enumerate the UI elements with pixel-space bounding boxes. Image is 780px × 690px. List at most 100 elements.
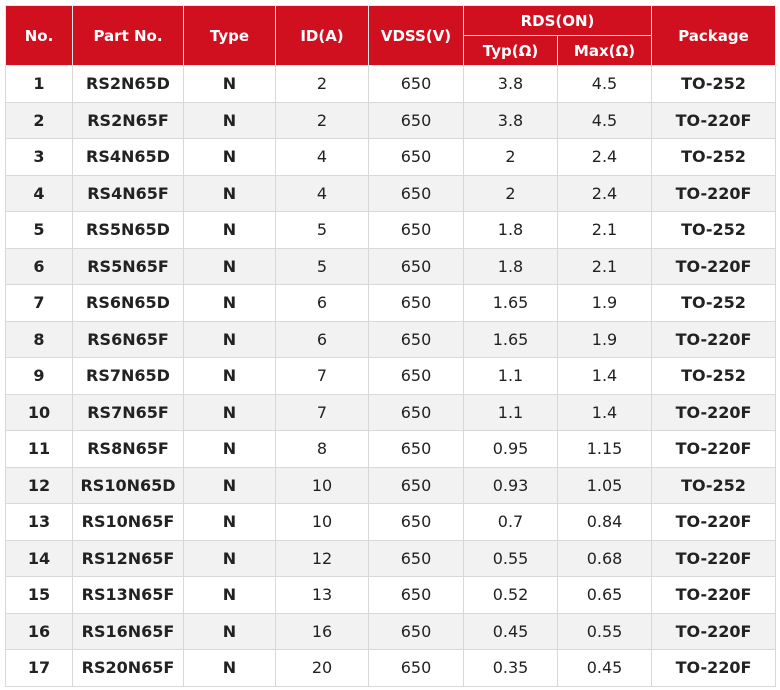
table-cell: 1.65 bbox=[463, 284, 558, 322]
table-cell: 2 bbox=[463, 174, 558, 212]
table-cell: 6 bbox=[275, 320, 369, 358]
table-cell: 7 bbox=[5, 284, 73, 322]
table-cell: 1.4 bbox=[556, 357, 653, 395]
table-cell: N bbox=[183, 612, 276, 650]
table-cell: 0.45 bbox=[463, 612, 558, 650]
header-cell: No. bbox=[5, 5, 73, 66]
table-cell: RS4N65F bbox=[72, 174, 184, 212]
table-cell: 1.1 bbox=[463, 357, 558, 395]
table-cell: 9 bbox=[5, 357, 73, 395]
table-cell: N bbox=[183, 138, 276, 176]
table-cell: 1 bbox=[5, 65, 73, 103]
table-cell: N bbox=[183, 357, 276, 395]
table-cell: 2.1 bbox=[556, 247, 653, 285]
table-cell: 650 bbox=[368, 503, 464, 541]
table-cell: 3.8 bbox=[463, 101, 558, 139]
table-cell: RS12N65F bbox=[72, 539, 184, 577]
table-cell: 0.84 bbox=[556, 503, 653, 541]
table-cell: 12 bbox=[5, 466, 73, 504]
table-cell: N bbox=[183, 284, 276, 322]
table-row: 16 RS16N65F N 16 650 0.45 0.55 TO-220F bbox=[5, 612, 777, 650]
table-cell: 10 bbox=[5, 393, 73, 431]
table-cell: RS5N65F bbox=[72, 247, 184, 285]
table-cell: TO-220F bbox=[651, 430, 777, 468]
table-cell: N bbox=[183, 539, 276, 577]
table-cell: TO-252 bbox=[651, 138, 777, 176]
table-cell: RS7N65F bbox=[72, 393, 184, 431]
header-cell: Type bbox=[183, 5, 276, 66]
spec-table: No. Part No. Type ID(A) VDSS(V) RDS(ON) … bbox=[5, 5, 777, 687]
table-cell: 650 bbox=[368, 466, 464, 504]
table-cell: 1.05 bbox=[556, 466, 653, 504]
table-cell: 1.9 bbox=[556, 320, 653, 358]
table-cell: 650 bbox=[368, 174, 464, 212]
table-cell: 650 bbox=[368, 430, 464, 468]
subheader-cell: Typ(Ω) bbox=[463, 35, 558, 66]
table-cell: 2 bbox=[5, 101, 73, 139]
table-cell: 0.65 bbox=[556, 576, 653, 614]
table-cell: 2 bbox=[275, 65, 369, 103]
table-cell: RS6N65F bbox=[72, 320, 184, 358]
table-cell: 4 bbox=[5, 174, 73, 212]
header-cell: ID(A) bbox=[275, 5, 369, 66]
table-cell: TO-252 bbox=[651, 466, 777, 504]
table-cell: 0.68 bbox=[556, 539, 653, 577]
table-cell: 650 bbox=[368, 101, 464, 139]
table-cell: 10 bbox=[275, 466, 369, 504]
table-cell: 8 bbox=[5, 320, 73, 358]
table-cell: 7 bbox=[275, 393, 369, 431]
table-cell: TO-220F bbox=[651, 247, 777, 285]
table-cell: N bbox=[183, 174, 276, 212]
table-cell: 1.1 bbox=[463, 393, 558, 431]
table-cell: 11 bbox=[5, 430, 73, 468]
table-cell: 1.8 bbox=[463, 247, 558, 285]
table-cell: TO-252 bbox=[651, 357, 777, 395]
table-row: 3 RS4N65D N 4 650 2 2.4 TO-252 bbox=[5, 138, 777, 176]
table-cell: RS4N65D bbox=[72, 138, 184, 176]
table-cell: TO-252 bbox=[651, 211, 777, 249]
table-cell: RS10N65D bbox=[72, 466, 184, 504]
table-cell: 650 bbox=[368, 65, 464, 103]
table-row: 14 RS12N65F N 12 650 0.55 0.68 TO-220F bbox=[5, 539, 777, 577]
table-cell: 2 bbox=[463, 138, 558, 176]
table-cell: 650 bbox=[368, 284, 464, 322]
table-cell: 650 bbox=[368, 357, 464, 395]
table-cell: TO-220F bbox=[651, 320, 777, 358]
table-cell: 650 bbox=[368, 211, 464, 249]
table-cell: N bbox=[183, 101, 276, 139]
table-cell: 5 bbox=[275, 211, 369, 249]
table-cell: 1.9 bbox=[556, 284, 653, 322]
table-cell: TO-252 bbox=[651, 284, 777, 322]
table-cell: 650 bbox=[368, 393, 464, 431]
table-cell: RS6N65D bbox=[72, 284, 184, 322]
table-cell: 5 bbox=[275, 247, 369, 285]
table-cell: 2.4 bbox=[556, 174, 653, 212]
table-cell: N bbox=[183, 320, 276, 358]
table-cell: RS2N65D bbox=[72, 65, 184, 103]
table-cell: 2.4 bbox=[556, 138, 653, 176]
table-row: 5 RS5N65D N 5 650 1.8 2.1 TO-252 bbox=[5, 211, 777, 249]
table-cell: 1.15 bbox=[556, 430, 653, 468]
table-row: 2 RS2N65F N 2 650 3.8 4.5 TO-220F bbox=[5, 101, 777, 139]
table-cell: TO-220F bbox=[651, 539, 777, 577]
table-cell: N bbox=[183, 247, 276, 285]
header-cell: RDS(ON) bbox=[462, 5, 653, 36]
table-cell: 650 bbox=[368, 539, 464, 577]
table-cell: N bbox=[183, 393, 276, 431]
table-cell: 14 bbox=[5, 539, 73, 577]
table-cell: 8 bbox=[275, 430, 369, 468]
table-cell: N bbox=[183, 211, 276, 249]
table-cell: 0.7 bbox=[463, 503, 558, 541]
header-cell: VDSS(V) bbox=[368, 5, 464, 66]
table-row: 8 RS6N65F N 6 650 1.65 1.9 TO-220F bbox=[5, 320, 777, 358]
table-cell: RS2N65F bbox=[72, 101, 184, 139]
table-cell: 13 bbox=[5, 503, 73, 541]
table-cell: 650 bbox=[368, 649, 464, 687]
table-cell: 20 bbox=[275, 649, 369, 687]
table-cell: 650 bbox=[368, 247, 464, 285]
table-cell: 7 bbox=[275, 357, 369, 395]
table-cell: RS16N65F bbox=[72, 612, 184, 650]
table-cell: 0.45 bbox=[556, 649, 653, 687]
table-body: 1 RS2N65D N 2 650 3.8 4.5 TO-252 2 RS2N65F N 2 650 3.… bbox=[5, 65, 777, 687]
